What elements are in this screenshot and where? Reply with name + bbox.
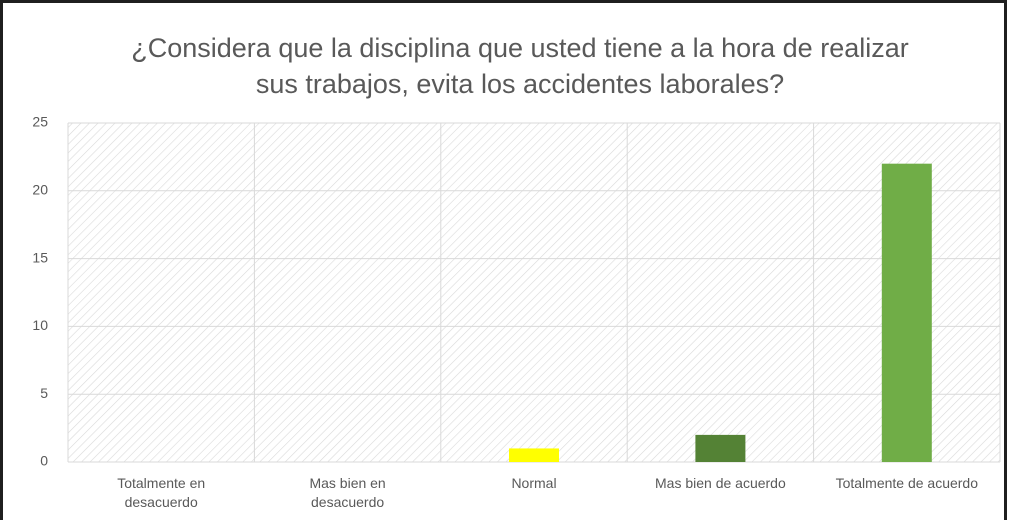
x-tick-label: Normal (511, 475, 557, 491)
chart-title: ¿Considera que la disciplina que usted t… (131, 33, 909, 99)
bar (695, 434, 746, 462)
y-tick-label: 25 (32, 114, 48, 130)
bar (509, 448, 559, 462)
y-tick-label: 10 (32, 317, 48, 333)
x-tick-label: Mas bien en desacuerdo (309, 475, 386, 510)
y-tick-label: 20 (32, 182, 48, 198)
x-tick-label: Totalmente en desacuerdo (117, 475, 206, 510)
y-tick-label: 0 (40, 453, 48, 469)
x-tick-label: Totalmente de acuerdo (835, 475, 979, 491)
plot-background (68, 123, 1000, 462)
y-tick-label: 15 (32, 249, 48, 265)
x-tick-label: Mas bien de acuerdo (655, 475, 786, 491)
bar (881, 163, 932, 462)
y-tick-label: 5 (40, 385, 48, 401)
